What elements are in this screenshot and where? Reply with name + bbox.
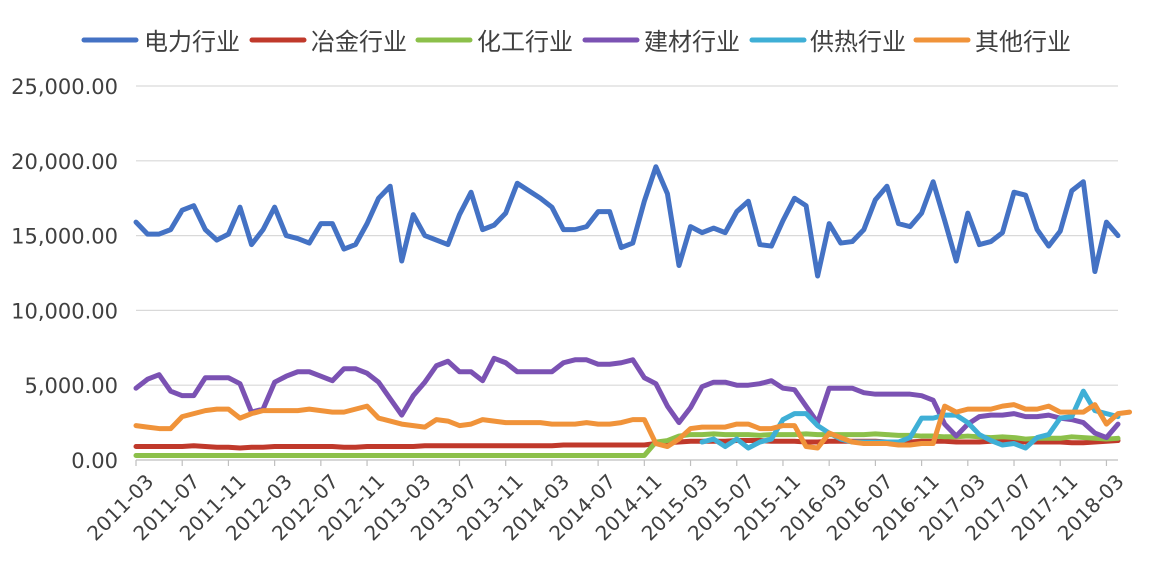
series-lines <box>133 164 1133 459</box>
legend-item: 供热行业 <box>749 28 906 56</box>
y-tick-label: 20,000.00 <box>11 150 118 174</box>
legend-label: 供热行业 <box>810 28 906 56</box>
gridlines <box>136 85 1118 461</box>
legend-item: 电力行业 <box>81 28 240 56</box>
y-tick-label: 15,000.00 <box>11 225 118 249</box>
y-tick-label: 5,000.00 <box>24 374 118 398</box>
series-line <box>133 355 1121 441</box>
series-line <box>133 402 1133 451</box>
legend-label: 化工行业 <box>477 28 573 56</box>
legend-item: 建材行业 <box>582 28 740 56</box>
legend-item: 其他行业 <box>913 28 1071 56</box>
y-tick-label: 10,000.00 <box>11 299 118 323</box>
legend: 电力行业 冶金行业 化工行业 建材行业 供热行业 其他行业 <box>81 28 1071 56</box>
legend-item: 化工行业 <box>415 28 573 56</box>
y-tick-label: 25,000.00 <box>11 75 118 99</box>
y-axis-tick-labels: 0.00 5,000.00 10,000.00 15,000.00 20,000.00 2… <box>11 75 118 473</box>
legend-label: 冶金行业 <box>311 28 407 56</box>
series-line <box>133 164 1121 279</box>
legend-label: 电力行业 <box>144 28 240 56</box>
series-line <box>133 438 1121 451</box>
series-line <box>699 388 1121 451</box>
legend-item: 冶金行业 <box>249 28 407 56</box>
legend-label: 建材行业 <box>644 28 740 56</box>
x-axis-tick-labels: 2011-032011-072011-112012-032012-072012-… <box>82 460 1129 545</box>
legend-label: 其他行业 <box>975 28 1071 56</box>
y-tick-label: 0.00 <box>71 449 118 473</box>
